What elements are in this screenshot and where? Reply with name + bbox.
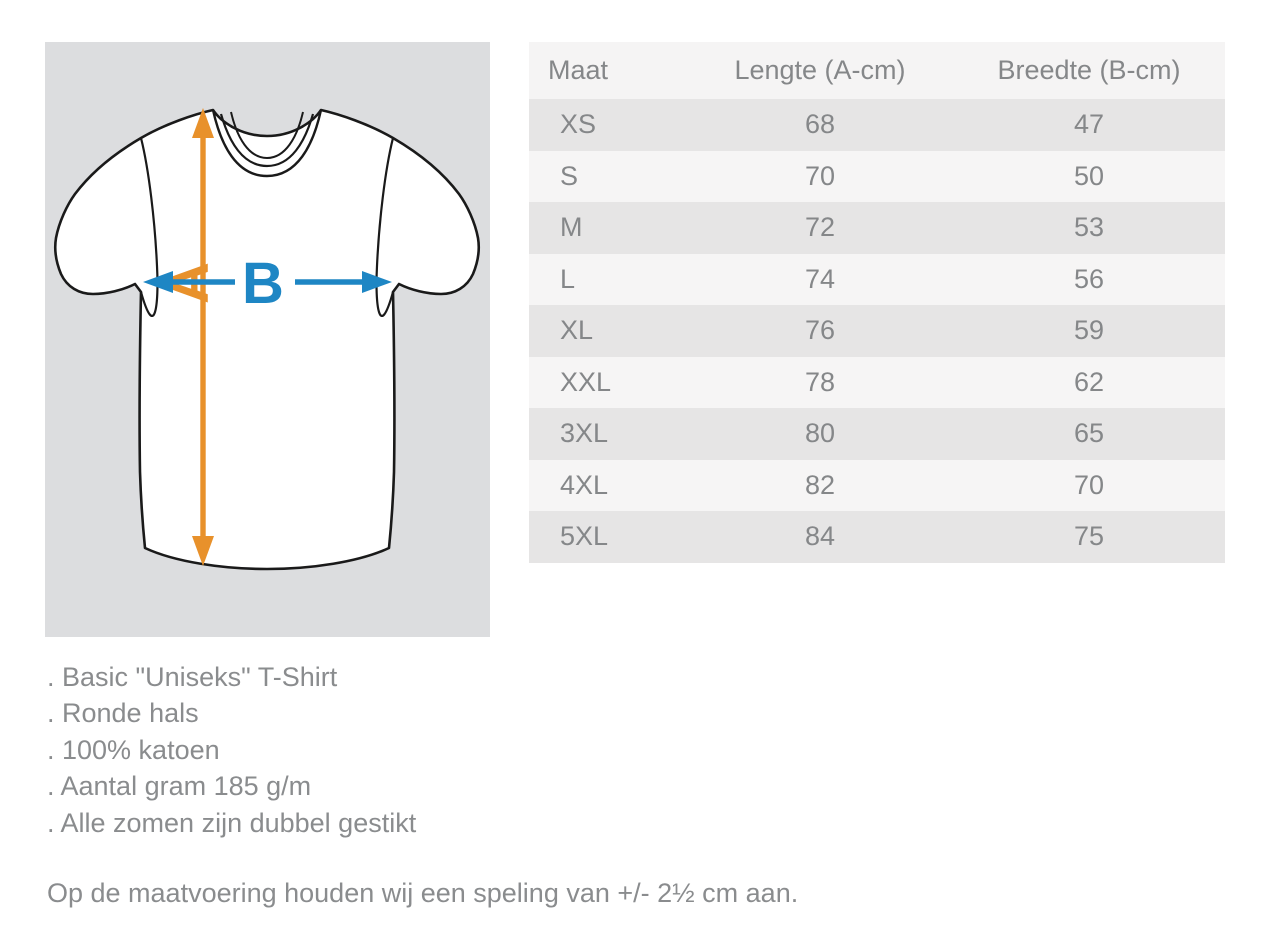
table-row: XL 76 59 [529,305,1225,357]
tshirt-body-path [53,108,481,571]
table-row: M 72 53 [529,202,1225,254]
cell-size: 5XL [529,511,687,563]
width-arrow-label: B [242,251,284,316]
cell-size: 3XL [529,408,687,460]
column-header-breedte: Breedte (B-cm) [953,42,1225,99]
table-row: XS 68 47 [529,99,1225,151]
cell-breedte: 56 [953,253,1225,305]
width-arrow-head-left [143,271,173,293]
cell-lengte: 82 [687,459,953,511]
list-item: . Aantal gram 185 g/m [47,771,312,802]
feature-list: . Basic "Uniseks" T-Shirt . Ronde hals .… [47,659,416,841]
column-header-maat: Maat [529,42,687,99]
size-chart-table: Maat Lengte (A-cm) Breedte (B-cm) XS 68 … [529,42,1225,563]
list-item: . Alle zomen zijn dubbel gestikt [47,807,417,838]
cell-size: XS [529,99,687,151]
tshirt-outline [53,108,481,571]
left-shoulder-seam [139,137,159,318]
list-item: . Basic "Uniseks" T-Shirt [47,662,338,692]
width-arrow-b: B [143,251,392,316]
cell-lengte: 68 [687,99,953,151]
cell-lengte: 72 [687,202,953,254]
cell-breedte: 47 [953,99,1225,151]
right-shoulder-seam [375,137,395,318]
cell-size: S [529,150,687,202]
cell-breedte: 70 [953,459,1225,511]
cell-lengte: 76 [687,305,953,357]
cell-breedte: 59 [953,305,1225,357]
cell-size: 4XL [529,459,687,511]
table-header-row: Maat Lengte (A-cm) Breedte (B-cm) [529,42,1225,99]
cell-lengte: 70 [687,150,953,202]
cell-breedte: 50 [953,150,1225,202]
table-row: XXL 78 62 [529,356,1225,408]
collar-inner-line [219,113,315,168]
length-arrow-head-bottom [192,536,214,566]
tshirt-illustration: A B [53,108,481,571]
column-header-lengte: Lengte (A-cm) [687,42,953,99]
shirt-diagram-panel: A B [45,42,490,637]
cell-size: L [529,253,687,305]
collar-neck-opening [230,111,304,160]
list-item: . Ronde hals [47,698,199,729]
table-row: S 70 50 [529,150,1225,202]
table-row: 4XL 82 70 [529,459,1225,511]
width-arrow-head-right [362,271,392,293]
table-body: XS 68 47 S 70 50 M 72 53 L 74 56 XL 76 5… [529,99,1225,563]
cell-size: M [529,202,687,254]
table-row: 5XL 84 75 [529,511,1225,563]
table-row: L 74 56 [529,253,1225,305]
length-arrow-head-top [192,108,214,138]
cell-lengte: 80 [687,408,953,460]
cell-lengte: 78 [687,356,953,408]
cell-breedte: 62 [953,356,1225,408]
table-row: 3XL 80 65 [529,408,1225,460]
list-item: . 100% katoen [47,734,220,765]
cell-lengte: 84 [687,511,953,563]
cell-lengte: 74 [687,253,953,305]
cell-size: XXL [529,356,687,408]
cell-breedte: 75 [953,511,1225,563]
cell-breedte: 65 [953,408,1225,460]
cell-size: XL [529,305,687,357]
cell-breedte: 53 [953,202,1225,254]
collar-outer-line [211,109,323,178]
tolerance-note: Op de maatvoering houden wij een speling… [47,878,799,908]
table-header: Maat Lengte (A-cm) Breedte (B-cm) [529,42,1225,99]
